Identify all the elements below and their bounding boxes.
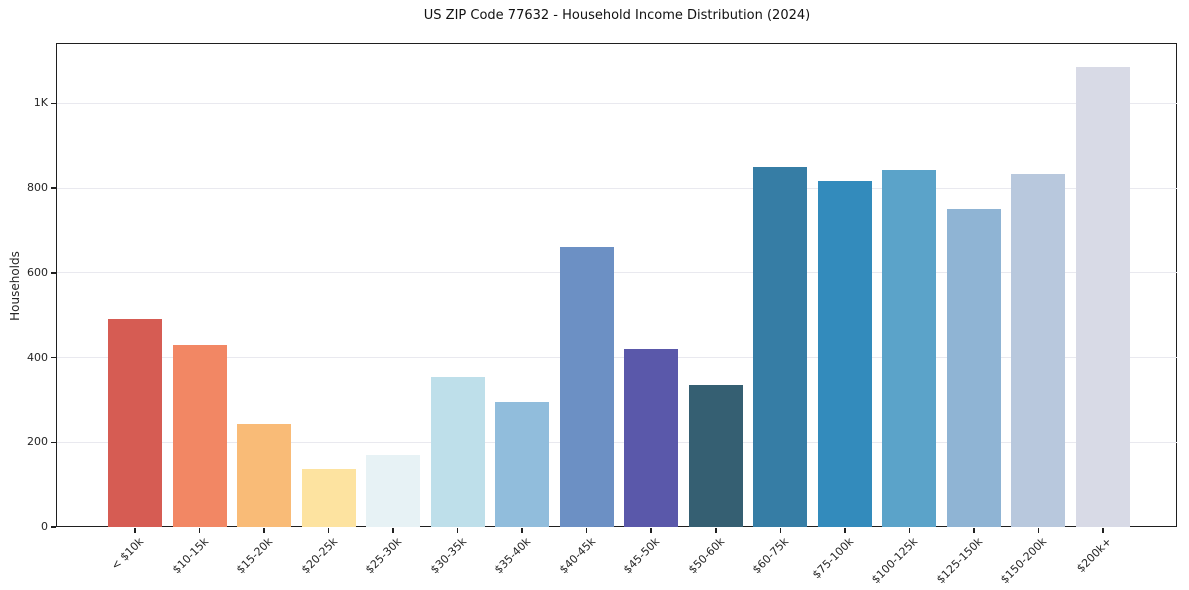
y-tick-mark — [51, 356, 56, 359]
y-tick-label: 0 — [41, 520, 48, 533]
x-tick-mark — [779, 528, 782, 533]
x-tick-mark — [650, 528, 652, 533]
bar-20-25k — [301, 468, 356, 527]
bar-75-100k — [817, 180, 872, 527]
y-tick-label: 200 — [27, 435, 48, 449]
gridline-1K — [57, 102, 1177, 104]
y-tick-label: 600 — [27, 265, 48, 279]
gridline-200 — [57, 441, 1177, 443]
bar-150-200k — [1011, 174, 1066, 527]
x-tick-label: < $10k — [108, 535, 147, 573]
gridline-600 — [57, 272, 1177, 274]
y-tick-mark — [51, 441, 56, 443]
gridline-400 — [57, 357, 1177, 359]
y-tick-mark — [51, 187, 56, 189]
bar-45-50k — [624, 349, 679, 527]
x-tick-mark — [392, 528, 394, 533]
x-tick-mark — [456, 528, 459, 533]
y-tick-label: 1K — [33, 96, 48, 110]
x-tick-mark — [585, 528, 588, 533]
bar-100-125k — [882, 170, 937, 527]
chart-title: US ZIP Code 77632 - Household Income Dis… — [423, 8, 811, 23]
x-tick-mark — [521, 528, 523, 533]
x-tick-mark — [1037, 528, 1040, 533]
y-axis-label: Households — [8, 251, 22, 321]
y-tick-mark — [51, 526, 56, 528]
bar-35-40k — [495, 401, 550, 527]
x-tick-mark — [327, 528, 330, 533]
bar-200k+ — [1075, 67, 1130, 527]
x-tick-mark — [198, 528, 201, 533]
gridline-800 — [57, 187, 1177, 189]
bar-15-20k — [237, 423, 292, 527]
y-tick-label: 800 — [27, 181, 48, 195]
bar-30-35k — [430, 376, 485, 527]
bar-10k — [108, 319, 162, 527]
bar-60-75k — [753, 166, 808, 527]
x-tick-mark — [134, 528, 136, 533]
bar-50-60k — [688, 385, 743, 527]
x-tick-mark — [263, 528, 265, 533]
x-tick-mark — [973, 528, 975, 533]
x-tick-mark — [715, 528, 717, 533]
bar-25-30k — [366, 454, 421, 527]
bar-40-45k — [559, 247, 614, 527]
x-tick-mark — [908, 528, 911, 533]
bar-10-15k — [172, 344, 227, 527]
y-tick-mark — [51, 102, 56, 105]
y-tick-label: 400 — [27, 350, 48, 364]
x-tick-mark — [844, 528, 846, 533]
x-tick-mark — [1102, 528, 1104, 533]
bar-125-150k — [946, 208, 1001, 527]
y-tick-mark — [51, 272, 56, 274]
